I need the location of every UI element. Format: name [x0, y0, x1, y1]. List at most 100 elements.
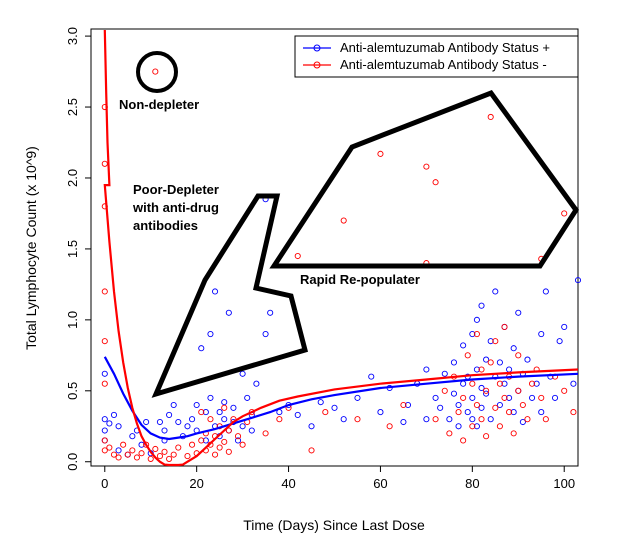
point-antibody-positive [519, 418, 526, 426]
non-depleter-circle [136, 51, 178, 93]
x-axis-title: Time (Days) Since Last Dose [243, 517, 425, 533]
x-tick-label: 100 [553, 476, 575, 491]
point-antibody-negative [473, 401, 480, 409]
annotation-antibodies: antibodies [133, 218, 198, 233]
point-antibody-positive [450, 359, 458, 366]
point-antibody-positive [551, 394, 559, 401]
point-antibody-positive [423, 416, 430, 423]
point-antibody-positive [110, 411, 118, 418]
point-antibody-negative [276, 416, 283, 423]
legend-label-negative: Anti-alemtuzumab Antibody Status - [340, 57, 547, 72]
point-antibody-positive [570, 380, 577, 387]
point-antibody-negative [455, 409, 462, 416]
point-antibody-positive [216, 409, 223, 416]
point-antibody-negative [487, 359, 494, 366]
legend: Anti-alemtuzumab Antibody Status + Anti-… [294, 35, 579, 78]
point-antibody-positive [487, 416, 494, 423]
point-antibody-positive [473, 366, 480, 373]
x-tick-label: 60 [373, 476, 387, 491]
annotation-with-anti-drug: with anti-drug [132, 200, 219, 215]
point-antibody-positive [156, 418, 163, 426]
point-antibody-negative [129, 447, 136, 454]
point-antibody-positive [198, 345, 205, 352]
point-antibody-negative [225, 448, 232, 455]
point-antibody-negative [198, 409, 205, 416]
point-antibody-positive [101, 416, 108, 423]
point-antibody-positive [368, 373, 375, 380]
point-antibody-positive [492, 288, 499, 295]
y-tick-label: 1.0 [65, 311, 80, 329]
point-antibody-negative [460, 394, 467, 401]
point-antibody-negative [483, 433, 490, 440]
point-antibody-negative [515, 352, 522, 359]
point-antibody-positive [308, 423, 315, 430]
point-antibody-negative [175, 444, 182, 451]
point-antibody-negative [101, 288, 108, 295]
point-antibody-positive [101, 427, 108, 434]
point-antibody-positive [529, 394, 536, 401]
point-antibody-negative [386, 423, 393, 430]
point-antibody-positive [496, 359, 503, 366]
point-antibody-positive [432, 394, 439, 401]
point-antibody-positive [354, 394, 361, 401]
point-antibody-positive [483, 356, 490, 363]
fit-line-antibody-negative [103, 29, 579, 467]
point-antibody-negative [506, 409, 513, 416]
point-antibody-positive [170, 401, 177, 409]
point-antibody-negative [478, 416, 485, 423]
point-antibody-positive [161, 427, 168, 434]
legend-label-positive: Anti-alemtuzumab Antibody Status + [340, 40, 550, 55]
point-antibody-negative [133, 454, 140, 461]
point-antibody-negative [101, 380, 108, 387]
point-antibody-positive [244, 394, 251, 401]
point-antibody-negative [138, 450, 145, 457]
point-antibody-negative [492, 338, 499, 345]
point-antibody-positive [478, 384, 485, 392]
point-antibody-positive [230, 404, 237, 411]
point-antibody-positive [340, 416, 347, 423]
point-antibody-positive [331, 404, 338, 411]
point-antibody-negative [542, 416, 549, 423]
point-antibody-positive [115, 447, 122, 454]
point-antibody-negative [423, 163, 430, 170]
point-antibody-positive [239, 370, 246, 377]
point-antibody-positive [101, 370, 108, 377]
point-antibody-positive [294, 411, 301, 418]
point-antibody-negative [515, 387, 522, 394]
point-antibody-negative [239, 441, 246, 448]
point-antibody-negative [340, 217, 347, 224]
point-antibody-positive [202, 409, 209, 416]
poor-depleter-outline [151, 193, 309, 398]
point-antibody-negative [354, 416, 361, 423]
point-antibody-negative [161, 448, 168, 455]
point-antibody-positive [143, 418, 150, 426]
point-antibody-positive [538, 409, 545, 416]
point-antibody-positive [221, 399, 228, 406]
point-antibody-negative [110, 451, 118, 458]
point-antibody-positive [423, 366, 430, 373]
point-antibody-negative [561, 210, 568, 217]
y-tick-label: 0.0 [65, 453, 80, 471]
point-antibody-negative [501, 323, 508, 331]
point-antibody-positive [253, 380, 260, 387]
x-tick-label: 20 [189, 476, 203, 491]
point-antibody-negative [225, 427, 232, 434]
point-antibody-positive [510, 409, 517, 416]
point-antibody-negative [106, 444, 113, 451]
point-antibody-negative [492, 404, 499, 411]
plot-frame [90, 28, 579, 467]
point-antibody-negative [524, 416, 531, 423]
point-antibody-positive [106, 420, 113, 427]
point-antibody-negative [400, 401, 407, 409]
point-antibody-negative [469, 423, 476, 430]
point-antibody-positive [221, 416, 228, 423]
point-antibody-negative [441, 387, 448, 394]
point-antibody-positive [441, 370, 448, 377]
point-antibody-positive [450, 390, 458, 397]
point-antibody-negative [510, 430, 517, 437]
point-antibody-positive [175, 418, 182, 426]
point-antibody-negative [124, 451, 131, 458]
point-antibody-positive [538, 330, 545, 338]
point-antibody-negative [446, 430, 453, 437]
